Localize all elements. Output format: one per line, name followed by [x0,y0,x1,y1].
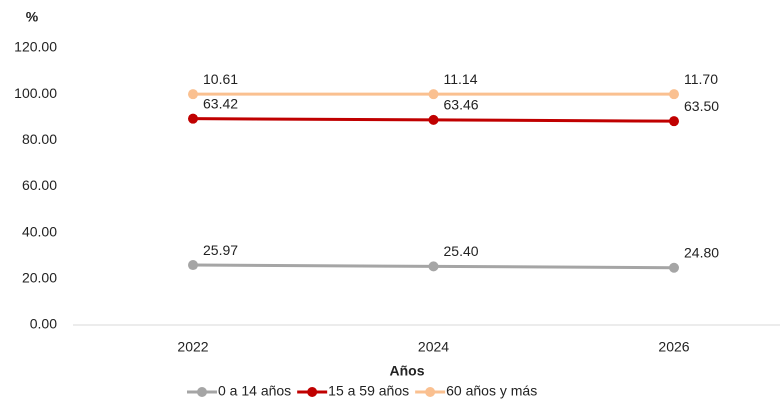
legend-label: 60 años y más [446,383,537,399]
legend-label: 15 a 59 años [328,383,409,399]
y-tick-label: 100.00 [14,85,57,101]
data-label: 63.46 [444,97,479,113]
legend-marker [307,387,317,397]
data-label: 24.80 [684,244,719,260]
point [429,261,439,271]
data-label: 25.40 [444,243,479,259]
legend-marker [425,387,435,397]
point [429,89,439,99]
data-label: 25.97 [203,242,238,258]
y-tick-label: 20.00 [22,270,57,286]
legend-label: 0 a 14 años [218,383,291,399]
chart: % Años 0.00 20.00 40.00 60.00 80.00 100.00 120… [0,0,780,404]
point [669,116,679,126]
y-tick-label: 80.00 [22,131,57,147]
legend-marker [197,387,207,397]
x-tick-label: 2022 [177,339,208,355]
y-tick-label: 60.00 [22,177,57,193]
data-label: 63.50 [684,98,719,114]
data-label: 11.70 [684,71,718,87]
x-tick-label: 2026 [658,339,689,355]
data-label: 10.61 [203,71,238,87]
point [669,263,679,273]
x-axis-label: Años [390,363,425,379]
y-tick-label: 40.00 [22,223,57,239]
x-tick-label: 2024 [418,339,449,355]
data-label: 11.14 [444,71,478,87]
y-tick-label: 0.00 [30,316,57,332]
point [188,89,198,99]
y-axis-label: % [26,9,39,25]
point [188,114,198,124]
point [669,89,679,99]
data-label: 63.42 [203,95,238,111]
point [429,115,439,125]
point [188,260,198,270]
y-tick-label: 120.00 [14,39,57,55]
